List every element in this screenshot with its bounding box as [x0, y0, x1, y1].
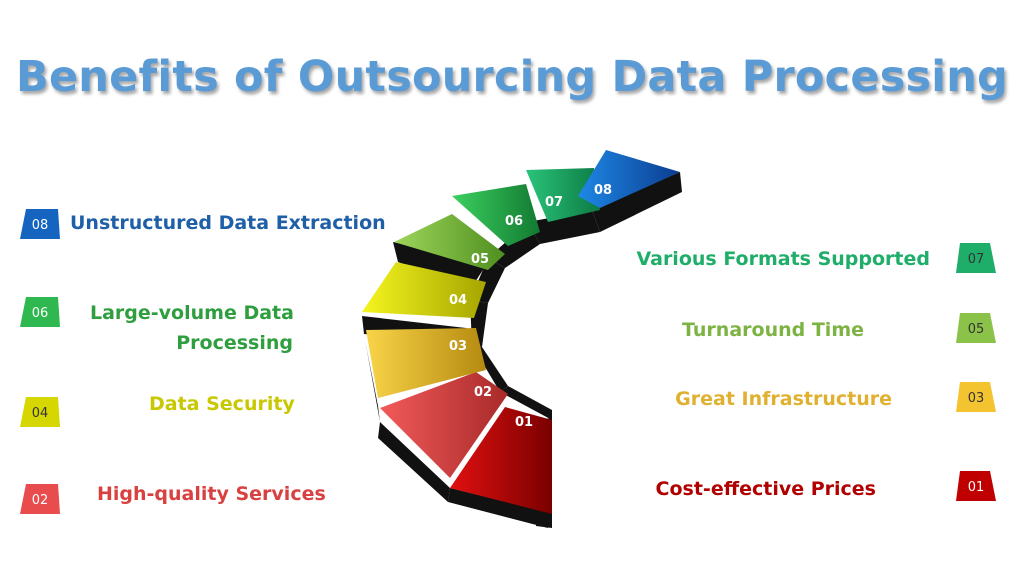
- benefit-label-08: Unstructured Data Extraction: [70, 212, 386, 234]
- badge-05: 05: [956, 313, 996, 343]
- benefit-label-02: High-quality Services: [97, 483, 326, 505]
- benefit-label-06-line2: Processing: [176, 332, 293, 354]
- step-06-number: 06: [505, 214, 523, 229]
- svg-text:08: 08: [32, 218, 49, 233]
- badge-06: 06: [20, 297, 60, 327]
- svg-text:06: 06: [32, 306, 49, 321]
- step-01-number: 01: [515, 415, 533, 430]
- benefit-label-03: Great Infrastructure: [675, 388, 892, 410]
- step-05: [394, 214, 505, 270]
- svg-text:04: 04: [32, 406, 49, 421]
- badge-02: 02: [20, 484, 60, 514]
- benefit-label-06: Large-volume Data Processing: [90, 298, 294, 358]
- step-05-number: 05: [471, 252, 489, 267]
- benefit-label-04: Data Security: [149, 393, 295, 415]
- step-07: [526, 168, 600, 222]
- step-04: [362, 262, 486, 318]
- svg-text:07: 07: [968, 252, 985, 267]
- badge-07: 07: [956, 243, 996, 273]
- page-title: Benefits of Outsourcing Data Processing: [15, 52, 1009, 102]
- svg-text:02: 02: [32, 493, 49, 508]
- step-03-number: 03: [449, 339, 467, 354]
- benefit-label-01: Cost-effective Prices: [655, 478, 876, 500]
- step-04-number: 04: [449, 293, 467, 308]
- benefit-label-07: Various Formats Supported: [636, 248, 930, 270]
- step-01: [450, 407, 552, 514]
- step-06: [452, 184, 540, 246]
- svg-text:01: 01: [968, 480, 985, 495]
- benefit-label-06-line1: Large-volume Data: [90, 302, 294, 324]
- badge-04: 04: [20, 397, 60, 427]
- badge-08: 08: [20, 209, 60, 239]
- svg-text:03: 03: [968, 391, 985, 406]
- step-07-number: 07: [545, 195, 563, 210]
- step-02: [380, 372, 508, 478]
- svg-text:05: 05: [968, 322, 985, 337]
- step-08-number: 08: [594, 183, 612, 198]
- badge-01: 01: [956, 471, 996, 501]
- badge-03: 03: [956, 382, 996, 412]
- benefit-label-05: Turnaround Time: [682, 319, 864, 341]
- step-03: [366, 328, 486, 398]
- step-02-number: 02: [474, 385, 492, 400]
- step-08: [578, 150, 680, 208]
